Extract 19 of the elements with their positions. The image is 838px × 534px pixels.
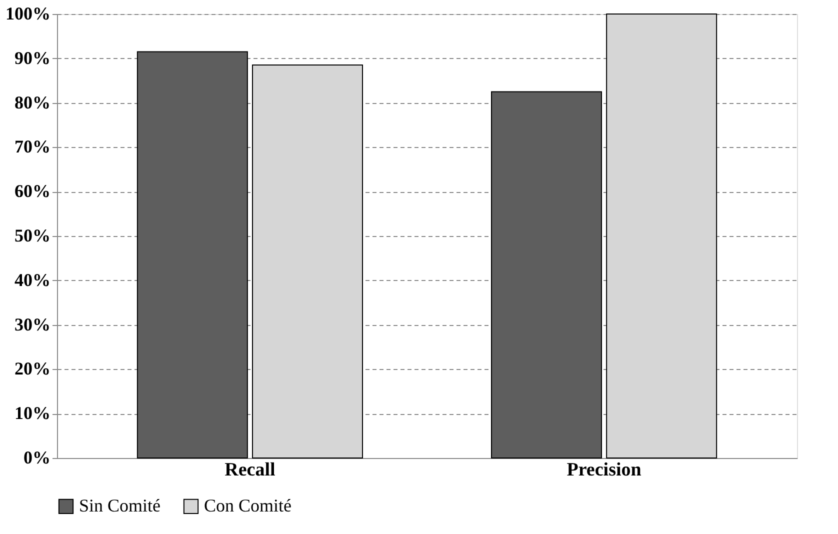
y-tick-label: 30% xyxy=(14,314,50,334)
bar xyxy=(491,91,602,458)
x-tick-label: Recall xyxy=(224,460,276,480)
y-tick-label: 90% xyxy=(14,48,50,68)
y-tick-label: 60% xyxy=(14,181,50,202)
bar xyxy=(136,51,248,458)
legend-label: Con Comité xyxy=(204,495,292,516)
bar xyxy=(252,64,363,458)
y-tick-label: 20% xyxy=(14,358,50,379)
bar xyxy=(606,14,718,458)
x-tick-label: Precision xyxy=(566,460,642,480)
y-tick-label: 70% xyxy=(14,136,50,157)
y-tick-label: 100% xyxy=(6,4,50,24)
y-tick-label: 50% xyxy=(14,226,50,246)
y-tick-label: 10% xyxy=(14,403,50,424)
y-tick-label: 40% xyxy=(14,270,50,290)
legend-label: Sin Comité xyxy=(79,495,161,516)
y-tick-label: 0% xyxy=(24,448,50,468)
y-tick-label: 80% xyxy=(14,92,50,112)
